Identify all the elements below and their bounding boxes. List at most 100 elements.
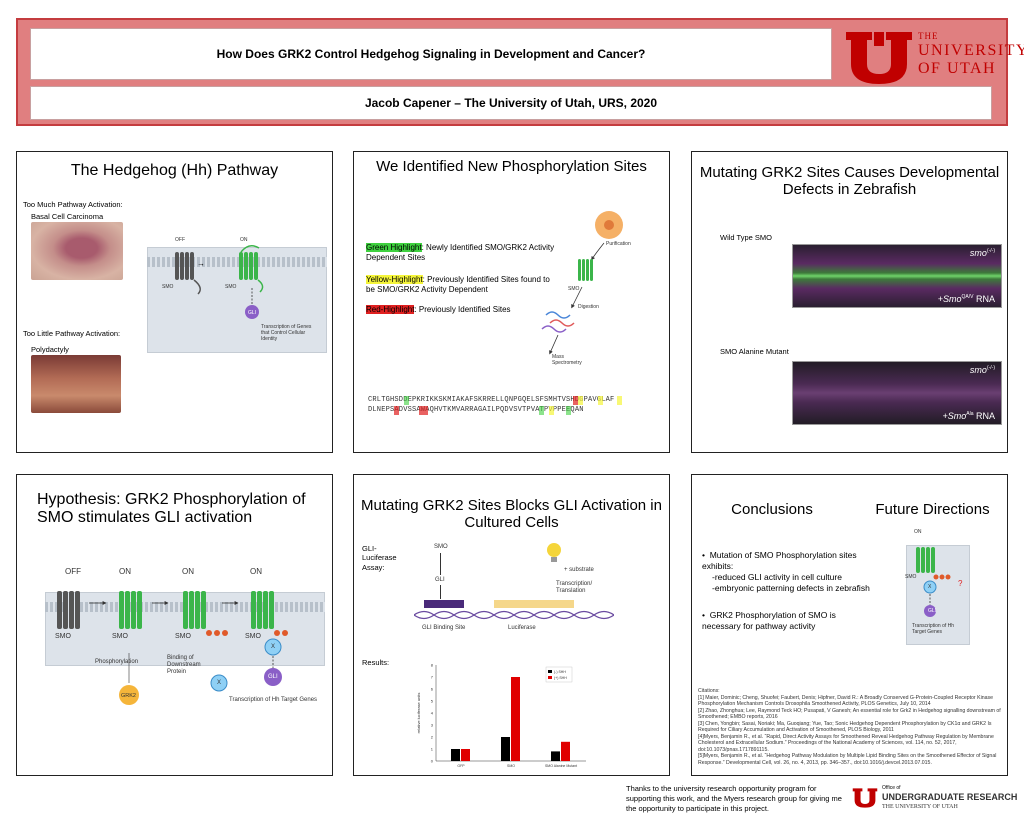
uou-label: THE UNIVERSITY OF UTAH [882,804,958,810]
svg-text:→: → [197,259,205,268]
y-tick-label: 2 [431,735,434,740]
sequence-line-1: CRLTGHSDDEPKRIKKSKMIAKAFSKRRELLQNPGQELSF… [368,396,614,405]
block-u-icon [846,32,912,84]
future-on-label: ON [914,529,922,535]
smo-label: SMO [434,544,448,550]
bcc-label: Basal Cell Carcinoma [31,212,104,221]
purification-label: Purification [606,241,631,247]
gli-label: GLI [268,674,278,680]
y-tick-label: 6 [431,687,434,692]
conclusion-bullet-1: • Mutation of SMO Phosphorylation sites … [702,550,870,594]
digestion-label: Digestion [578,304,599,310]
legend-swatch [548,676,552,679]
assay-label: GLI-Luciferase Assay: [362,544,397,572]
x-tick-label: SMO [507,764,515,768]
y-axis-label: relative luciferase units [416,693,421,734]
legend-red: Red-Highlight: Previously Identified Sit… [366,305,511,314]
highlight-green [539,406,544,415]
state-2: ON [119,567,131,576]
panel-title: The Hedgehog (Hh) Pathway [70,162,279,179]
y-tick-label: 3 [431,723,434,728]
smo-receptor-icon [916,547,951,617]
bar-gfp-1 [461,749,470,761]
smo-label: SMO [245,633,261,640]
transcription-label: Transcription of Genes that Control Cell… [261,324,312,342]
legend-label: (-) SHH [554,670,566,674]
mass-spec-label: Mass Spectrometry [552,354,582,366]
highlight-red [419,406,428,415]
binding-label: Binding of Downstream Protein [167,655,201,676]
conclusion-bullet-2: • GRK2 Phosphorylation of SMO is necessa… [702,610,836,632]
highlight-yellow [578,396,583,405]
polydactyly-photo [31,355,121,413]
smo-label: SMO [175,633,191,640]
zebrafish-wt-image: smo(-/-) +SmoQA/V RNA [792,244,1002,308]
block-u-icon [852,788,878,808]
y-tick-label: 0 [431,759,434,764]
bar-smo-0 [501,737,510,761]
citation-4: [4]Myers, Benjamin R., et al. “Rapid, Di… [698,733,994,753]
y-tick-label: 7 [431,675,434,680]
luciferase-bar-chart: 0 1 2 3 4 5 6 7 8 relative luciferase units GFP SMO… [416,663,586,768]
highlight-red [573,396,578,405]
state-1: OFF [65,567,81,576]
bar-smo-alanine-mutant-1 [561,741,570,761]
future-gli-label: GLI [928,608,937,614]
mutant-label: SMO Alanine Mutant [720,347,789,356]
citation-3: [3] Chen, Yongbin; Sasai, Noriaki; Ma, G… [698,720,992,734]
x-tick-label: GFP [457,764,465,768]
bar-gfp-0 [451,749,460,761]
luciferase-label: Luciferase [508,625,536,631]
smo-tag-mut: smo(-/-) [969,365,995,375]
mass-spec-workflow-icon [541,211,623,355]
legend-yellow: Yellow-Highlight: Previously Identified … [366,275,550,294]
transcription-label: Transcription of Hh Target Genes [229,697,318,703]
smo-label: SMO [112,633,128,640]
sequence-line-2: DLNEPSADVSSAWAQHVTKMVARRAGAILPQDVSVTPVAT… [368,406,584,415]
poster-header: How Does GRK2 Control Hedgehog Signaling… [16,18,1024,126]
luciferase-gene [494,600,574,608]
panel-phosphorylation-sites: We Identified New Phosphorylation Sites … [353,151,670,453]
gli-site-label: GLI Binding Site [422,625,466,631]
highlight-green [404,396,409,405]
sequence-2-text: DLNEPSADVSSAWAQHVTKMVARRAGAILPQDVSVTPVAT… [368,406,584,414]
y-tick-label: 5 [431,699,434,704]
acknowledgement: Thanks to the university research opport… [626,784,842,814]
polydactyly-label: Polydactyly [31,345,69,354]
conclusions-title: Conclusions [731,501,813,518]
grk2-label: GRK2 [121,693,136,699]
too-much-label: Too Much Pathway Activation: [23,200,123,209]
highlight-red [394,406,399,415]
future-x-label: X [928,584,932,590]
citation-1: [1] Maier, Dominic; Cheng, Shuofei; Faub… [698,694,993,708]
zebrafish-mutant-image: smo(-/-) +SmoAla RNA [792,361,1002,425]
too-little-label: Too Little Pathway Activation: [23,329,121,338]
lightbulb-icon [547,543,561,562]
smo-receptor-icon [57,591,288,705]
y-tick-label: 8 [431,663,434,668]
university-logo-text: THE UNIVERSITY OF UTAH [918,31,1024,77]
panel-title: Mutating GRK2 Sites Blocks GLI Activatio… [361,497,662,532]
panel-zebrafish: Mutating GRK2 Sites Causes Developmental… [691,151,1008,453]
highlight-yellow [617,396,622,405]
panel-title: Mutating GRK2 Sites Causes Developmental… [699,164,1000,199]
poster-author: Jacob Capener – The University of Utah, … [30,86,992,120]
future-title: Future Directions [875,501,990,518]
x-label: X [271,644,276,650]
panel-title: We Identified New Phosphorylation Sites [376,158,647,175]
panel-hedgehog-pathway: The Hedgehog (Hh) Pathway Too Much Pathw… [16,151,333,453]
future-smo-label: SMO [905,574,917,580]
smo-label: SMO [55,633,71,640]
sequence-1-text: CRLTGHSDDEPKRIKKSKMIAKAFSKRRELLQNPGQELSF… [368,396,615,404]
smo-label-on: SMO [225,284,237,290]
legend-green: Green Highlight: Newly Identified SMO/GR… [366,243,555,262]
citations: Citations: [1] Maier, Dominic; Cheng, Sh… [698,688,1003,766]
panel-gli-luciferase: Mutating GRK2 Sites Blocks GLI Activatio… [353,474,670,776]
bar-smo-alanine-mutant-0 [551,751,560,761]
gli-binding-site [424,600,464,608]
future-transcription-label: Transcription of Hh Target Genes [912,623,955,635]
y-tick-label: 1 [431,747,434,752]
x-tick-label: SMO Alanine Mutant [545,764,577,768]
citation-2: [2] Zhao, Zhonghua; Lee, Raymond Teck HO… [698,707,1001,721]
off-label: OFF [175,237,185,243]
